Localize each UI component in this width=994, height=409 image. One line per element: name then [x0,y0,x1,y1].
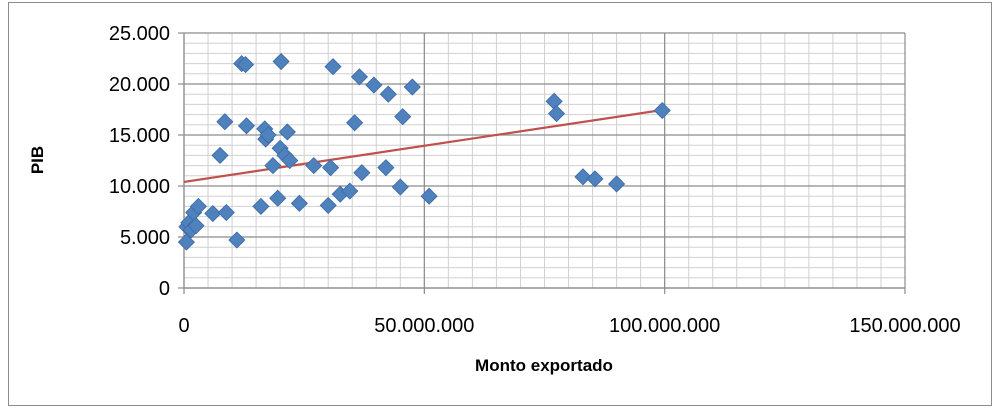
data-point [353,164,371,182]
chart-frame [8,2,992,406]
data-point [217,203,235,222]
data-point [290,194,308,212]
data-point [545,92,563,110]
data-point [574,168,592,186]
data-point [252,197,270,215]
trendline-layer [183,108,663,184]
y-tick-label: 20.000 [109,74,170,96]
data-point [319,196,337,214]
data-point [189,197,207,215]
x-tick-label: 0 [178,315,189,337]
x-tick-label: 50.000.000 [374,315,474,337]
x-axis-title: Monto exportado [475,356,613,375]
data-point [211,146,229,164]
y-tick-label: 5.000 [120,227,170,249]
y-tick-label: 0 [159,278,170,300]
gridlines [183,32,906,289]
tick-labels: 0 5.000 10.000 15.000 20.000 25.000 0 50.000.00… [109,23,961,337]
data-point [341,182,359,200]
data-point [269,189,287,207]
y-tick-label: 15.000 [109,125,170,147]
y-axis-title: PIB [28,146,47,174]
y-tick-label: 25.000 [109,23,170,45]
trendline [183,108,663,184]
data-point [365,76,383,94]
data-point [236,56,255,74]
data-point [281,151,299,170]
data-points [177,52,671,251]
x-tick-label: 150.000.000 [849,315,960,337]
data-point [272,52,290,71]
data-point [547,105,566,123]
data-point [420,187,438,205]
data-point [379,85,397,103]
data-point [228,231,246,249]
data-point [278,123,296,141]
data-point [608,175,626,193]
data-point [377,159,395,177]
data-point [653,101,671,120]
data-point [350,68,369,86]
data-point [177,233,195,251]
data-point [237,117,256,135]
data-point [216,113,234,131]
data-point [324,58,342,76]
data-point [259,126,277,144]
data-point [403,78,421,96]
y-tick-label: 10.000 [109,176,170,198]
data-point [305,157,323,175]
data-point [394,108,412,126]
data-point [322,159,340,177]
data-point [187,217,205,235]
data-point [391,178,409,196]
data-point [264,157,282,175]
data-point [586,170,604,188]
x-tick-label: 100.000.000 [609,315,720,337]
data-point [204,204,222,223]
data-point [346,114,364,132]
